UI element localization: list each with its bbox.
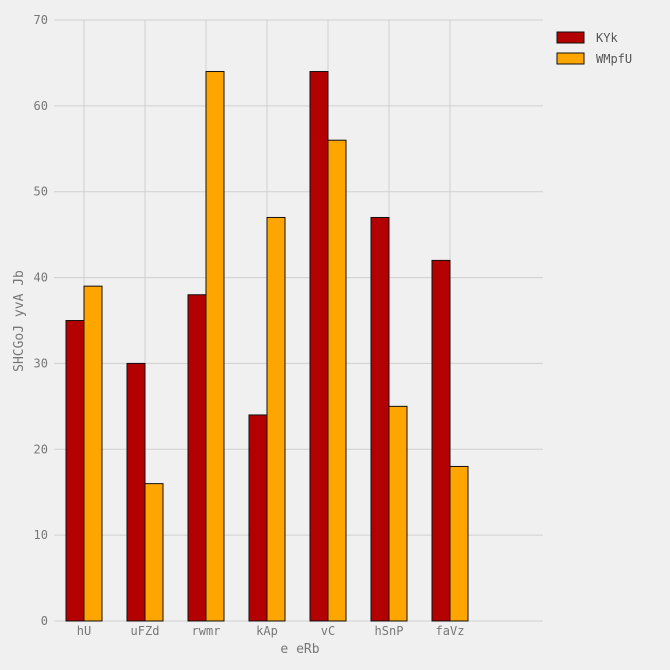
bar-WMpfU-hU [83,285,103,622]
bar-WMpfU-faVz [449,465,469,622]
bar-KYk-uFZd [126,362,146,622]
y-tick-label: 0 [41,614,48,628]
bar-KYk-kAp [248,414,268,622]
bar-KYk-hU [65,320,85,622]
x-tick-label: kAp [256,624,278,638]
bar-KYk-vC [309,71,329,622]
y-axis-label: SHCGoJ yvA Jb [12,270,27,372]
bar-WMpfU-hSnP [388,405,408,622]
y-tick-labels: 0 10 20 30 40 50 60 70 [34,13,48,628]
bar-WMpfU-vC [327,139,347,622]
legend-swatch-KYk [556,31,585,44]
y-tick-label: 10 [34,528,48,542]
bar-KYk-faVz [431,259,451,622]
bars [65,71,469,622]
y-tick-label: 50 [34,185,48,199]
x-tick-label: faVz [436,624,465,638]
x-tick-label: hSnP [375,624,404,638]
y-tick-label: 30 [34,356,48,370]
legend: KYk WMpfU [556,31,632,66]
y-tick-label: 60 [34,99,48,113]
y-tick-label: 70 [34,13,48,27]
x-tick-labels: hU uFZd rwmr kAp vC hSnP faVz [77,624,465,638]
legend-label-WMpfU: WMpfU [596,52,632,66]
bar-KYk-rwmr [187,294,207,622]
x-tick-label: vC [321,624,335,638]
x-tick-label: rwmr [192,624,221,638]
x-tick-label: hU [77,624,91,638]
x-axis-label: e eRb [280,642,319,657]
x-tick-label: uFZd [131,624,160,638]
y-tick-label: 20 [34,442,48,456]
bar-WMpfU-kAp [266,216,286,622]
bar-KYk-hSnP [370,216,390,622]
bar-WMpfU-rwmr [205,71,225,622]
legend-swatch-WMpfU [556,52,585,65]
y-tick-label: 40 [34,271,48,285]
legend-label-KYk: KYk [596,31,618,45]
bar-WMpfU-uFZd [144,483,164,622]
